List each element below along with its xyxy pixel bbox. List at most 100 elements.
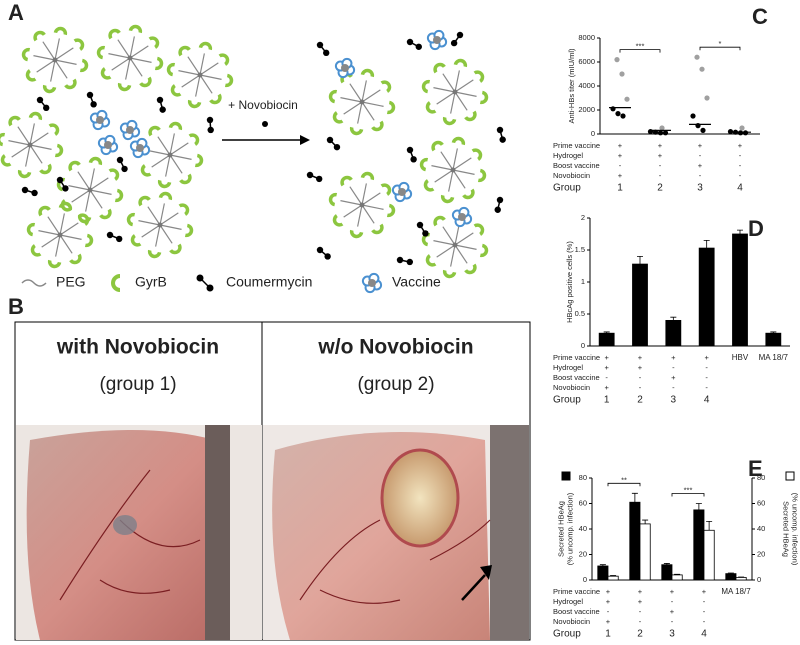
end <box>415 43 422 50</box>
core <box>452 242 458 248</box>
condition-value: - <box>705 373 708 382</box>
y-tick-label: 1 <box>581 277 585 286</box>
peg <box>125 57 131 80</box>
end <box>43 104 50 112</box>
vaccine <box>129 137 151 159</box>
bar <box>735 577 747 581</box>
peg <box>165 154 171 177</box>
peg <box>117 39 131 59</box>
end <box>456 31 464 39</box>
gyrb <box>73 38 85 51</box>
core <box>450 167 456 173</box>
condition-value: - <box>639 383 642 392</box>
data-point <box>620 113 626 119</box>
gyrb <box>26 222 36 237</box>
condition-value: - <box>703 607 706 616</box>
core <box>157 222 163 228</box>
end <box>156 96 164 104</box>
peg <box>442 73 456 93</box>
core <box>197 72 203 78</box>
gyrb <box>58 201 73 211</box>
condition-value: + <box>606 587 611 596</box>
data-point <box>739 125 745 131</box>
peg <box>187 56 201 76</box>
peg <box>436 244 456 258</box>
center <box>126 126 134 134</box>
end <box>324 253 331 260</box>
peg <box>178 70 201 76</box>
peg <box>361 183 367 206</box>
gyrb <box>473 70 485 83</box>
end <box>326 136 334 144</box>
vaccine-icon <box>361 272 383 294</box>
condition-value: + <box>698 161 703 170</box>
peg <box>59 234 82 240</box>
peg <box>50 59 56 82</box>
y-tick-label: 60 <box>579 498 587 507</box>
data-point <box>659 125 665 131</box>
condition-value: - <box>703 617 706 626</box>
condition-value: + <box>604 353 609 362</box>
peg <box>8 140 31 146</box>
gyrb <box>100 67 112 80</box>
end <box>62 185 69 192</box>
end <box>36 96 44 104</box>
data-point <box>699 66 705 72</box>
end <box>116 235 123 243</box>
gyrb <box>56 177 66 192</box>
chart: D 0 0.5 1 1.5 2 HBcAg positive cells (%) Prime … <box>553 213 790 406</box>
condition-name: Boost vaccine <box>553 373 600 382</box>
peg <box>17 126 31 146</box>
data-point <box>694 54 700 60</box>
coumermycin <box>56 176 69 192</box>
error-bar <box>706 520 713 531</box>
gyrb <box>209 93 222 105</box>
significance-label: *** <box>636 42 645 51</box>
gyrb <box>0 132 6 147</box>
end <box>121 165 128 173</box>
y-tick-label: 0 <box>581 341 585 350</box>
x-tick-label: 4 <box>737 183 743 194</box>
gyrb <box>157 179 172 189</box>
coumermycin <box>450 31 464 47</box>
peg <box>450 244 456 267</box>
end <box>316 175 323 183</box>
gyrb <box>114 188 124 203</box>
y-tick-label: 1.5 <box>575 245 585 254</box>
end <box>406 38 414 46</box>
vaccine <box>426 29 448 51</box>
center <box>368 279 376 287</box>
condition-value: - <box>705 383 708 392</box>
photo <box>16 425 262 640</box>
gyrb <box>53 26 68 36</box>
condition-name: Prime vaccine <box>553 141 600 150</box>
condition-value: - <box>639 373 642 382</box>
significance-bracket <box>607 482 641 487</box>
peg-star <box>126 191 194 259</box>
peg <box>452 169 466 189</box>
gyrb <box>154 56 164 71</box>
gyrb <box>158 191 173 201</box>
y2-tick-label: 0 <box>757 575 761 584</box>
gyrb <box>340 175 353 187</box>
peg <box>159 224 173 244</box>
photo <box>263 425 529 640</box>
condition-value: + <box>670 607 675 616</box>
peg-star <box>419 136 487 204</box>
x-tick-label: 3 <box>669 629 675 640</box>
panel-label: B <box>8 294 24 319</box>
peg <box>159 212 179 226</box>
data-point <box>695 123 701 129</box>
error-bar <box>631 492 638 503</box>
coumermycin <box>316 246 331 260</box>
end <box>494 206 501 213</box>
core <box>87 187 93 193</box>
gyrb <box>54 143 64 158</box>
end <box>206 116 214 124</box>
peg-star <box>96 24 164 92</box>
condition-value: + <box>738 141 743 150</box>
y-tick-label: 6000 <box>578 57 595 66</box>
gyrb <box>126 212 136 227</box>
coumermycin <box>496 126 506 143</box>
condition-value: - <box>671 617 674 626</box>
